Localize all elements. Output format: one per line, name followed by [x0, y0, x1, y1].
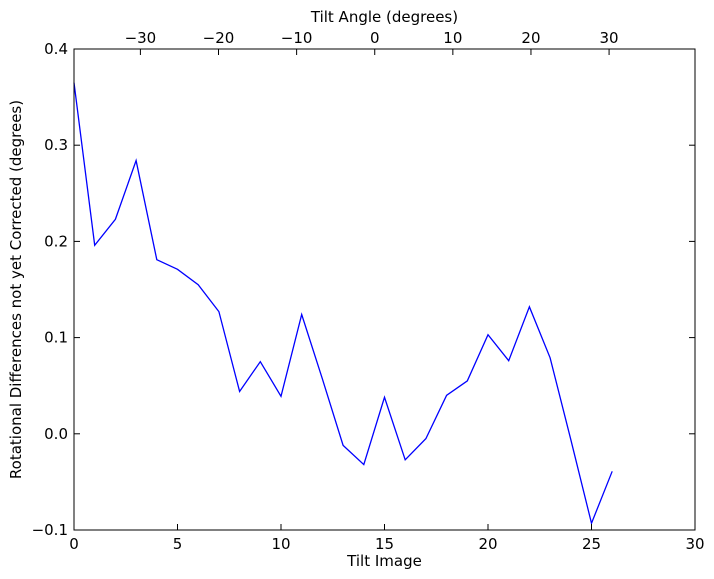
x-tick-label: 0: [69, 535, 79, 553]
x2-tick-label: 20: [521, 29, 540, 47]
plot-area: [74, 49, 695, 530]
x-tick-label: 5: [173, 535, 183, 553]
x2-tick-label: 0: [370, 29, 380, 47]
y-tick-label: 0.3: [44, 136, 68, 154]
x-tick-label: 20: [478, 535, 497, 553]
x-tick-label: 30: [685, 535, 704, 553]
y-axis-label: Rotational Differences not yet Corrected…: [7, 100, 25, 479]
x2-tick-label: −10: [281, 29, 313, 47]
x2-tick-label: 30: [600, 29, 619, 47]
y-tick-label: 0.2: [44, 232, 68, 250]
tick-layer: [73, 48, 696, 531]
top-x-axis-label: Tilt Angle (degrees): [310, 8, 458, 26]
x-tick-label: 15: [375, 535, 394, 553]
x2-tick-label: 10: [443, 29, 462, 47]
y-tick-label: 0.1: [44, 329, 68, 347]
x2-tick-label: −30: [125, 29, 157, 47]
x2-tick-label: −20: [203, 29, 235, 47]
y-tick-label: 0.0: [44, 425, 68, 443]
x-tick-label: 10: [271, 535, 290, 553]
plot-frame: [73, 48, 696, 531]
y-tick-label: 0.4: [44, 40, 68, 58]
tick-label-layer: 0 5 10 15 20 25 30 −30 −20 −10 0 10 20 30 −0.1 0.0 0.1 0.…: [32, 29, 705, 553]
series-layer: [73, 82, 613, 526]
x-axis-label: Tilt Image: [346, 552, 422, 570]
x-tick-label: 25: [582, 535, 601, 553]
y-tick-label: −0.1: [32, 521, 68, 539]
series-line-0: [73, 82, 613, 526]
